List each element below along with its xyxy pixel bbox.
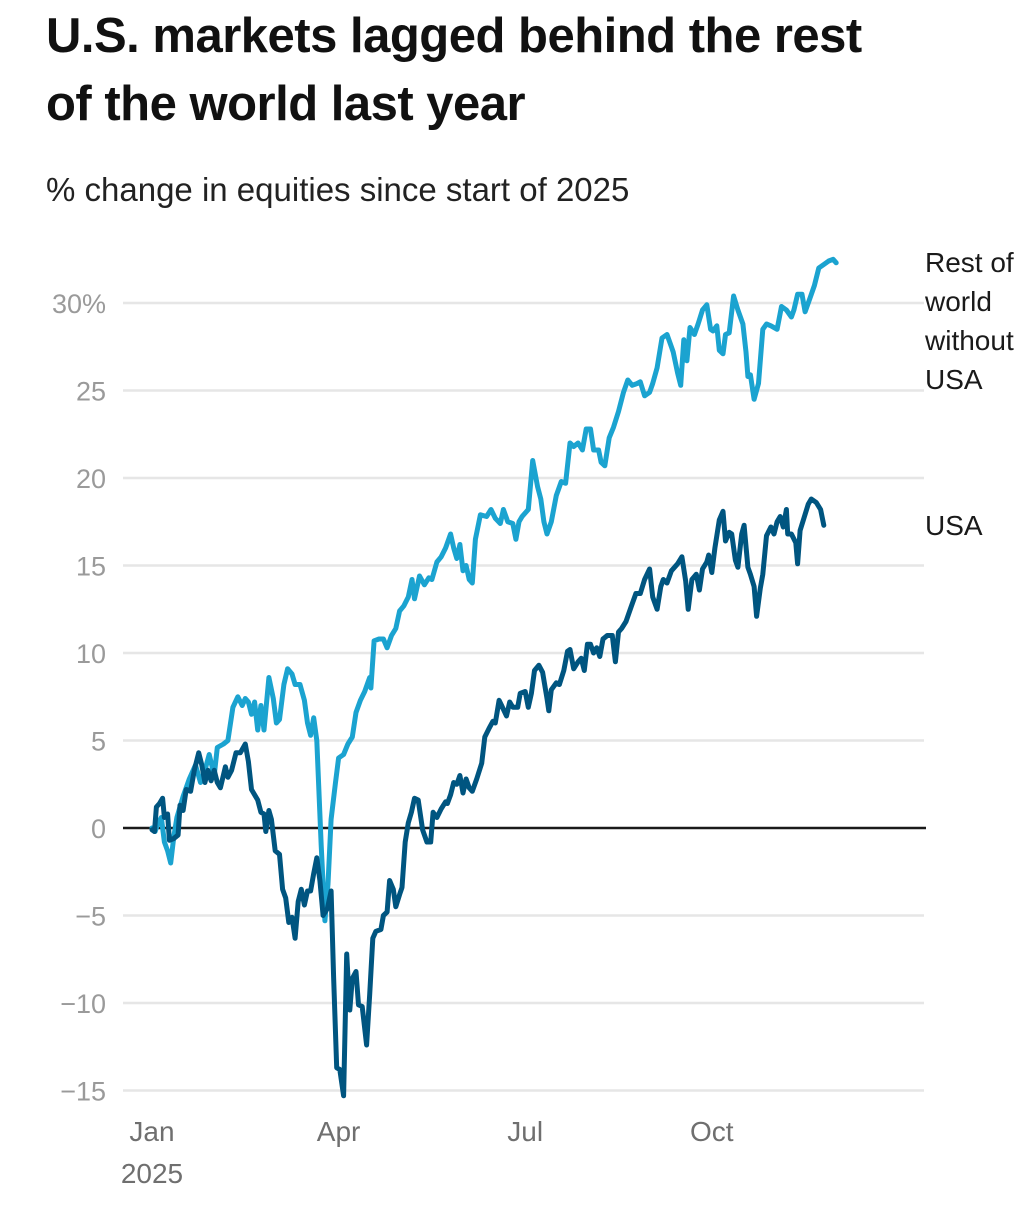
y-tick-label: −10: [60, 989, 106, 1019]
y-tick-label: 5: [91, 727, 106, 757]
chart-subtitle: % change in equities since start of 2025: [46, 171, 630, 208]
series-label-usa: USA: [925, 510, 983, 541]
chart-title: U.S. markets lagged behind the rest of t…: [46, 2, 1020, 138]
series-line-rest-of-world: [149, 256, 839, 924]
y-tick-label: −5: [75, 902, 106, 932]
series-label-rest-of-world: world: [924, 286, 992, 317]
y-axis-ticks: 30% 25 20 15 10 5 0 −5 −10 −15: [52, 289, 106, 1107]
x-axis-ticks: Jan 2025 Apr Jul Oct: [121, 1116, 734, 1189]
gridlines: [123, 301, 924, 1092]
series-label-rest-of-world: without: [924, 325, 1014, 356]
x-tick-label: Apr: [317, 1116, 361, 1147]
title-line-2: of the world last year: [46, 77, 526, 131]
y-tick-label: 25: [76, 377, 106, 407]
series-label-rest-of-world: Rest of: [925, 247, 1014, 278]
series-line-usa: [149, 496, 827, 1099]
series-label-rest-of-world: USA: [925, 364, 983, 395]
series-labels: Rest of world without USA USA: [924, 247, 1014, 541]
x-tick-label: Oct: [690, 1116, 734, 1147]
y-tick-label: 15: [76, 552, 106, 582]
title-line-1: U.S. markets lagged behind the rest: [46, 9, 862, 63]
y-tick-label: 30%: [52, 289, 106, 319]
x-tick-label: Jul: [507, 1116, 543, 1147]
series-lines: [149, 256, 839, 1099]
x-tick-sublabel: 2025: [121, 1158, 183, 1189]
y-tick-label: 10: [76, 639, 106, 669]
x-tick-label: Jan: [129, 1116, 174, 1147]
y-tick-label: 20: [76, 464, 106, 494]
y-tick-label: −15: [60, 1077, 106, 1107]
y-tick-label: 0: [91, 814, 106, 844]
